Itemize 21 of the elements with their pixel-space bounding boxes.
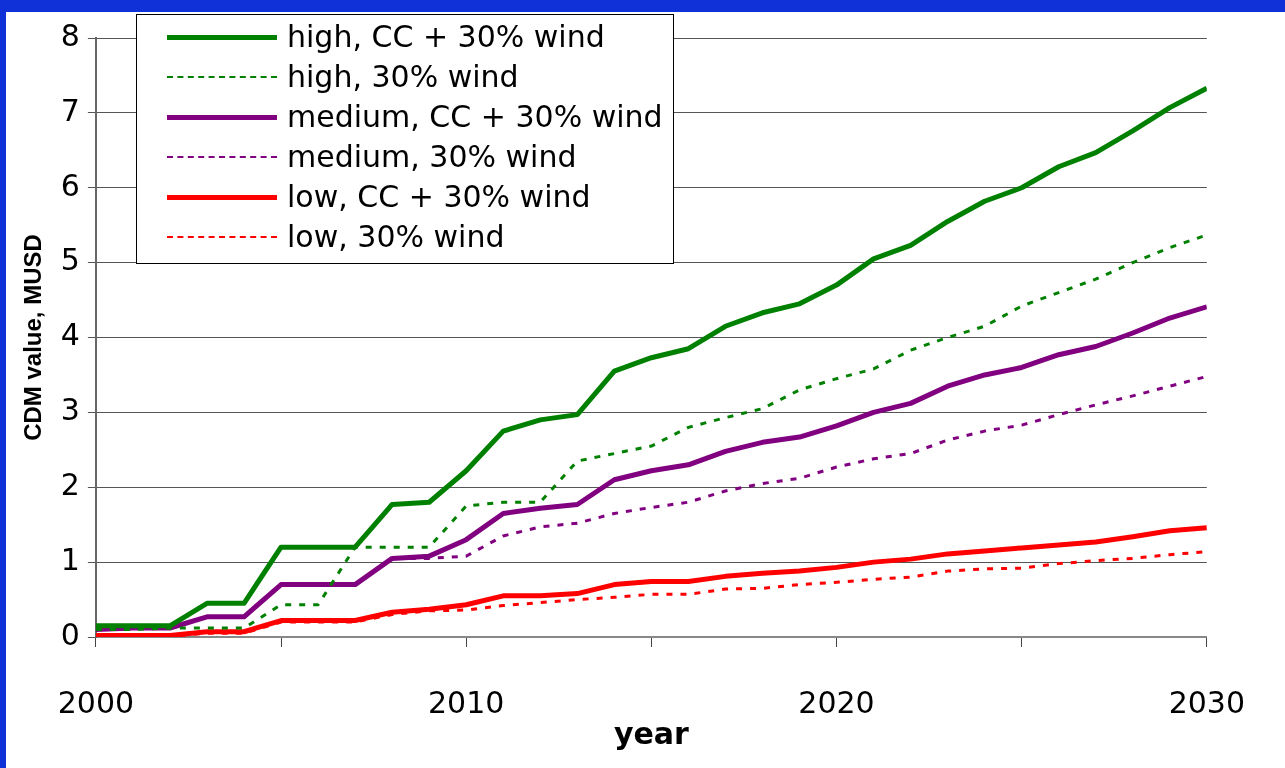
y-tick-label: 5 — [60, 242, 80, 278]
y-tick-label: 6 — [60, 167, 80, 203]
y-tick-label: 0 — [60, 616, 80, 652]
legend-label: high, CC + 30% wind — [287, 18, 605, 56]
y-axis-title: CDM value, MUSD — [19, 234, 47, 441]
x-axis-title: year — [613, 715, 690, 751]
y-tick-label: 1 — [60, 541, 80, 577]
y-tick-label: 7 — [60, 92, 80, 128]
legend-label: low, 30% wind — [287, 218, 505, 256]
x-tick-label: 2010 — [428, 684, 505, 720]
x-tick-label: 2020 — [798, 684, 875, 720]
x-tick-label: 2000 — [57, 684, 135, 720]
y-tick-label: 2 — [60, 467, 80, 503]
legend-label: low, CC + 30% wind — [287, 178, 591, 216]
y-tick-label: 4 — [60, 317, 80, 353]
legend-label: medium, 30% wind — [287, 138, 577, 176]
legend-label: high, 30% wind — [287, 58, 519, 96]
legend-label: medium, CC + 30% wind — [287, 98, 663, 136]
x-tick-label: 2030 — [1168, 684, 1246, 720]
y-tick-label: 8 — [60, 17, 80, 53]
y-tick-label: 3 — [60, 392, 80, 428]
